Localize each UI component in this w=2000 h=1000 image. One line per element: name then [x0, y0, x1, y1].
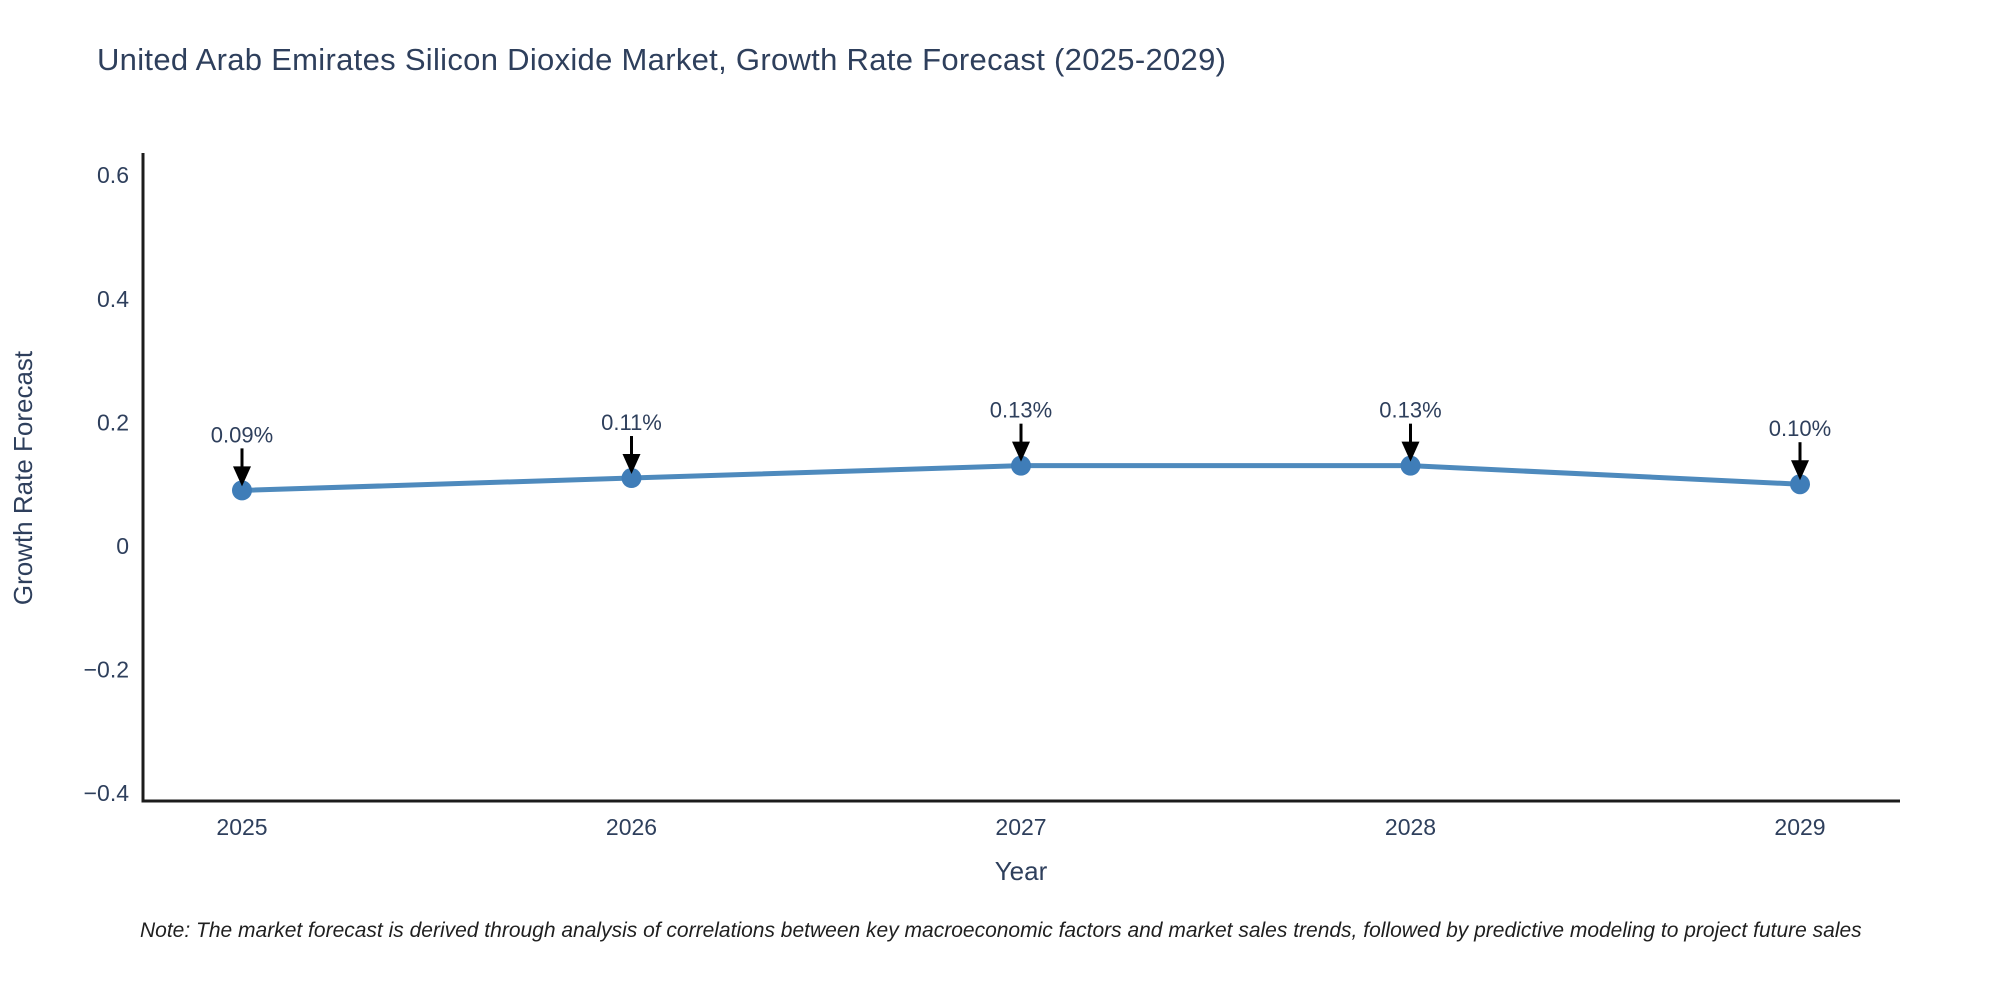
annotation-arrow-head [1791, 460, 1809, 481]
annotation-arrow-head [233, 466, 251, 487]
x-tick-label: 2027 [995, 814, 1046, 840]
data-point-marker [232, 480, 252, 501]
annotation-label: 0.10% [1769, 416, 1831, 441]
annotation-label: 0.11% [601, 410, 662, 435]
y-tick-label: 0.6 [97, 162, 129, 188]
annotation-arrow-head [622, 454, 641, 475]
x-tick-label: 2025 [216, 814, 267, 840]
annotation-label: 0.13% [990, 398, 1052, 423]
data-point-marker [1400, 455, 1421, 476]
data-point-marker [621, 468, 642, 489]
x-tick-label: 2029 [1774, 814, 1825, 840]
footnote: Note: The market forecast is derived thr… [140, 919, 1862, 942]
y-tick-label: 0 [116, 533, 129, 559]
data-point-marker [1011, 455, 1031, 476]
annotation-label: 0.09% [211, 422, 273, 447]
chart-title: United Arab Emirates Silicon Dioxide Mar… [97, 42, 1227, 77]
annotation-arrow-head [1012, 441, 1030, 462]
x-tick-label: 2028 [1385, 814, 1436, 840]
annotation-arrow-head [1401, 441, 1420, 462]
y-tick-label: 0.4 [97, 286, 129, 312]
data-point-marker [1790, 474, 1810, 495]
y-tick-label: 0.2 [97, 409, 129, 435]
y-axis-title: Growth Rate Forecast [8, 350, 38, 605]
x-tick-label: 2026 [606, 814, 657, 840]
y-tick-label: −0.4 [84, 780, 130, 806]
y-tick-label: −0.2 [84, 657, 129, 683]
x-axis-title: Year [995, 856, 1048, 886]
annotation-label: 0.13% [1379, 398, 1441, 423]
